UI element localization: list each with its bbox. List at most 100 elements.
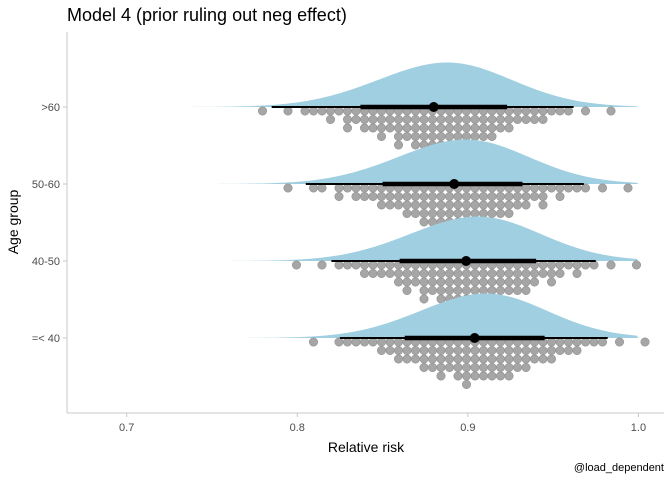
- quantile-dot: [461, 354, 471, 364]
- quantile-dot: [529, 106, 539, 116]
- quantile-dot: [487, 345, 497, 355]
- quantile-dot: [478, 371, 488, 381]
- quantile-dot: [351, 260, 361, 270]
- quantile-dot: [512, 285, 522, 295]
- quantile-dot: [453, 371, 463, 381]
- quantile-dot: [546, 337, 556, 347]
- quantile-dot: [453, 115, 463, 125]
- quantile-dot: [461, 268, 471, 278]
- quantile-dot: [495, 371, 505, 381]
- quantile-dot: [529, 268, 539, 278]
- quantile-dot: [555, 192, 565, 202]
- quantile-dot: [444, 362, 454, 372]
- quantile-dot: [359, 260, 369, 270]
- quantile-dot: [376, 337, 386, 347]
- quantile-dot: [419, 277, 429, 287]
- quantile-dot: [283, 183, 293, 193]
- quantile-dot: [504, 268, 514, 278]
- quantile-dot: [427, 209, 437, 219]
- quantile-dot: [393, 192, 403, 202]
- quantile-dot: [359, 115, 369, 125]
- quantile-dot: [342, 123, 352, 133]
- quantile-dot: [376, 123, 386, 133]
- quantile-dot: [453, 277, 463, 287]
- quantile-dot: [325, 106, 335, 116]
- quantile-dot: [419, 115, 429, 125]
- quantile-dot: [470, 200, 480, 210]
- quantile-dot: [453, 123, 463, 133]
- quantile-dot: [393, 345, 403, 355]
- quantile-dot: [478, 132, 488, 142]
- quantile-dot: [546, 183, 556, 193]
- quantile-dot: [470, 132, 480, 142]
- quantile-dot: [351, 192, 361, 202]
- quantile-dot: [529, 354, 539, 364]
- quantile-dot: [521, 183, 531, 193]
- quantile-dot: [453, 209, 463, 219]
- quantile-dot: [470, 268, 480, 278]
- quantile-dot: [385, 200, 395, 210]
- quantile-dot: [470, 362, 480, 372]
- quantile-dot: [427, 192, 437, 202]
- quantile-dot: [461, 277, 471, 287]
- quantile-dot: [546, 268, 556, 278]
- quantile-dot: [453, 362, 463, 372]
- quantile-dot: [597, 337, 607, 347]
- quantile-dot: [283, 106, 293, 116]
- quantile-dot: [461, 285, 471, 295]
- quantile-dot: [521, 268, 531, 278]
- quantile-dot: [478, 115, 488, 125]
- quantile-dot: [563, 183, 573, 193]
- quantile-dot: [478, 123, 488, 133]
- quantile-dot: [461, 123, 471, 133]
- quantile-dot: [538, 106, 548, 116]
- quantile-dot: [453, 132, 463, 142]
- quantile-dot: [478, 277, 488, 287]
- quantile-dot: [512, 354, 522, 364]
- quantile-dot: [402, 345, 412, 355]
- quantile-dot: [393, 277, 403, 287]
- quantile-dot: [487, 362, 497, 372]
- quantile-dot: [521, 362, 531, 372]
- quantile-dot: [419, 354, 429, 364]
- x-tick-label: 0.8: [290, 422, 305, 434]
- quantile-dot: [308, 106, 318, 116]
- quantile-dot: [504, 354, 514, 364]
- quantile-dot: [444, 123, 454, 133]
- quantile-dot: [351, 337, 361, 347]
- quantile-dot: [521, 285, 531, 295]
- quantile-dot: [376, 132, 386, 142]
- quantile-dot: [444, 132, 454, 142]
- quantile-dot: [410, 140, 420, 150]
- quantile-dot: [385, 337, 395, 347]
- quantile-dot: [512, 362, 522, 372]
- quantile-dot: [538, 200, 548, 210]
- quantile-dot: [385, 115, 395, 125]
- x-tick-label: 0.9: [460, 422, 475, 434]
- quantile-dot: [495, 354, 505, 364]
- quantile-dot: [572, 345, 582, 355]
- quantile-dot: [546, 277, 556, 287]
- quantile-dot: [478, 345, 488, 355]
- quantile-dot: [317, 183, 327, 193]
- quantile-dot: [444, 285, 454, 295]
- quantile-dot: [538, 115, 548, 125]
- quantile-dot: [453, 345, 463, 355]
- quantile-dot: [555, 345, 565, 355]
- quantile-dot: [385, 345, 395, 355]
- quantile-dot: [334, 183, 344, 193]
- quantile-dot: [444, 209, 454, 219]
- quantile-dot: [427, 345, 437, 355]
- x-tick-label: 1.0: [631, 422, 646, 434]
- quantile-dot: [334, 192, 344, 202]
- quantile-dot: [487, 192, 497, 202]
- quantile-dot: [402, 200, 412, 210]
- quantile-dot: [402, 285, 412, 295]
- quantile-dot: [436, 285, 446, 295]
- quantile-dot: [521, 345, 531, 355]
- quantile-dot: [461, 362, 471, 372]
- y-tick-label: 50-60: [32, 179, 60, 191]
- quantile-dot: [521, 200, 531, 210]
- quantile-dot: [589, 260, 599, 270]
- quantile-dot: [393, 268, 403, 278]
